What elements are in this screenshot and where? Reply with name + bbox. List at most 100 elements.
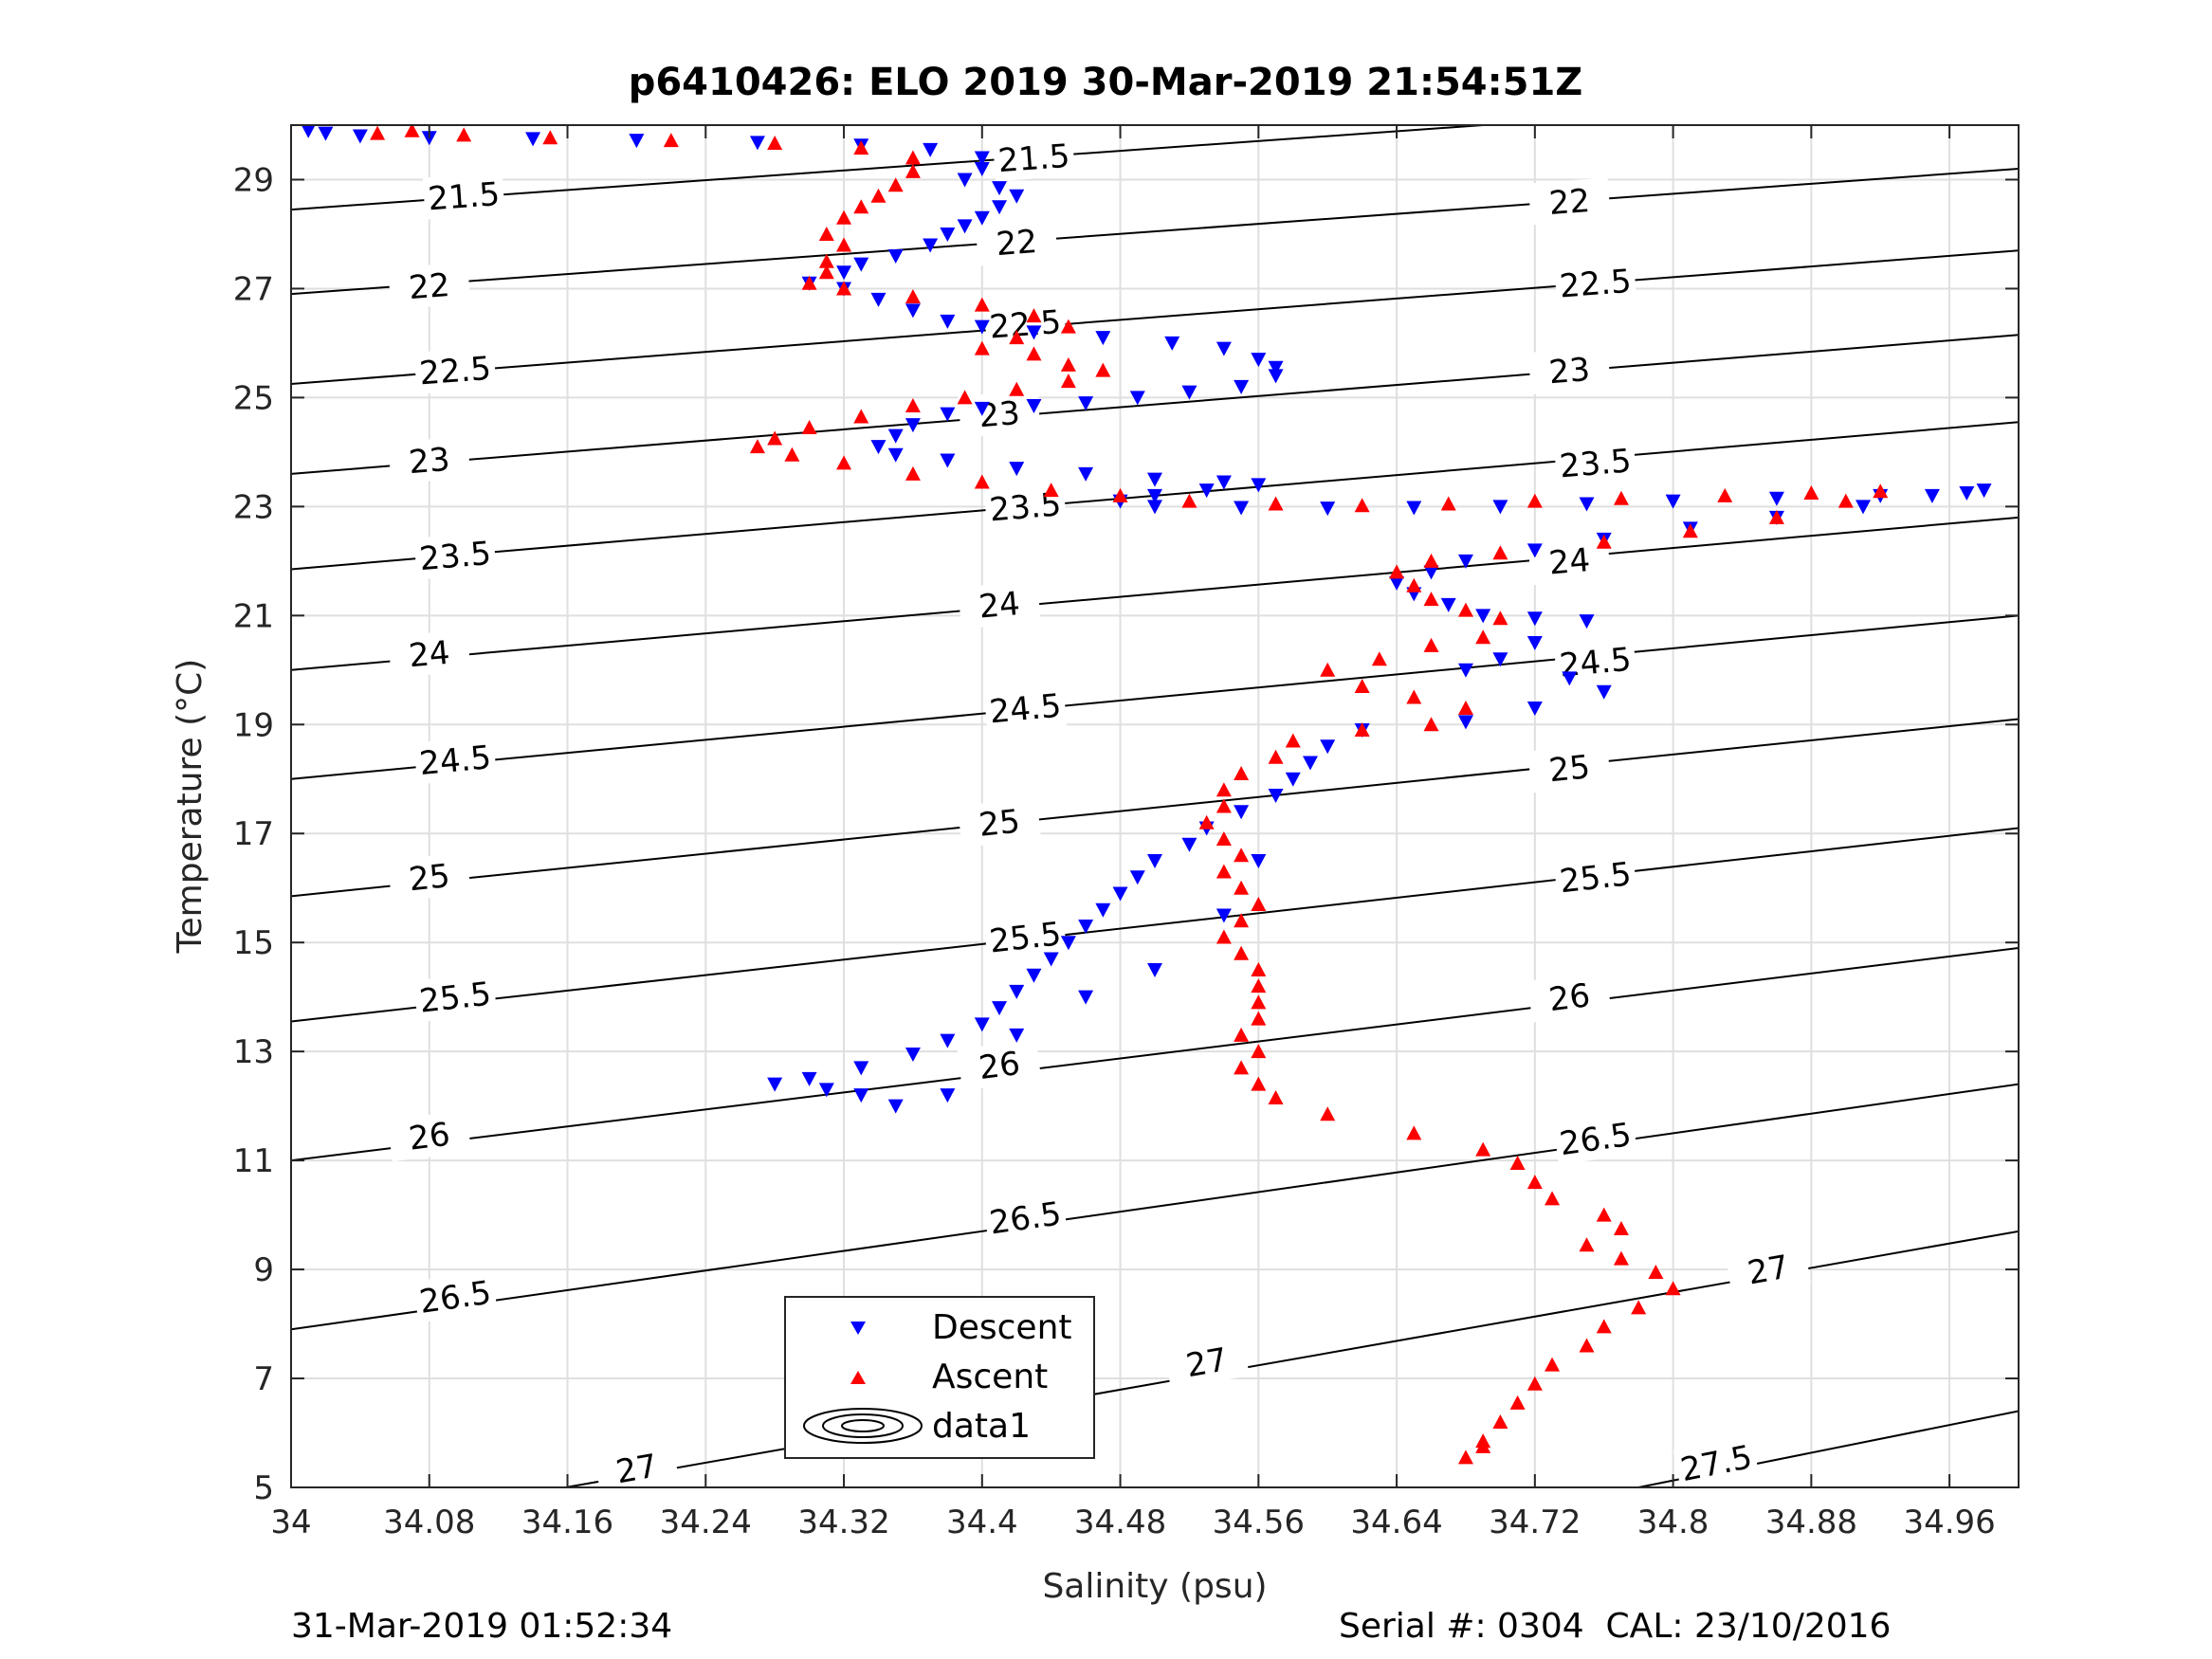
isopycnal-25.5 [291, 827, 2019, 1023]
x-tick-label: 34.32 [797, 1504, 889, 1541]
descent-point [1475, 609, 1491, 624]
ascent-point [1234, 913, 1250, 928]
descent-point [905, 1048, 921, 1063]
x-tick-label: 34.96 [1903, 1504, 1995, 1541]
ascent-point [1234, 848, 1250, 863]
ascent-point [370, 125, 386, 140]
ascent-point [1009, 381, 1025, 396]
contour-label-bg [975, 218, 1058, 266]
ascent-point [957, 390, 973, 405]
y-tick-label: 19 [233, 706, 274, 744]
descent-point [957, 219, 973, 234]
descent-point [352, 129, 368, 144]
ascent-point [905, 289, 921, 304]
ascent-point [1234, 880, 1250, 895]
contour-label-bg [412, 1270, 498, 1323]
descent-point [1060, 936, 1076, 951]
descent-point [940, 453, 956, 468]
contour-label-23: 23 [978, 394, 1021, 435]
contour-label-22: 22 [995, 223, 1038, 264]
descent-point [629, 134, 645, 149]
x-tick-label: 34 [270, 1504, 311, 1541]
y-tick-label: 5 [253, 1469, 274, 1507]
ascent-point [905, 398, 921, 413]
x-tick-label: 34.24 [660, 1504, 752, 1541]
ascent-point [1837, 493, 1854, 508]
contour-label-bg [413, 346, 497, 394]
ascent-point [1596, 1207, 1612, 1222]
descent-point [749, 136, 765, 151]
ascent-point [1631, 1300, 1647, 1315]
descent-point [887, 428, 904, 444]
ascent-point [1095, 362, 1111, 377]
contour-label-25.5: 25.5 [1558, 855, 1634, 901]
descent-point [1320, 739, 1336, 755]
legend-box [784, 1296, 1095, 1459]
descent-point [1198, 483, 1215, 499]
ascent-point [1768, 509, 1784, 524]
ascent-point [1251, 994, 1267, 1010]
legend-marker-descent [850, 1322, 866, 1335]
ascent-point [1665, 1281, 1681, 1296]
descent-point [301, 125, 316, 138]
ascent-point [749, 439, 765, 454]
descent-point [887, 1099, 904, 1114]
y-axis-label: Temperature (°C) [171, 659, 210, 955]
descent-point [1009, 984, 1025, 999]
descent-point [974, 1017, 990, 1032]
descent-point [1009, 462, 1025, 477]
contour-label-bg [983, 911, 1068, 962]
ascent-point [1234, 766, 1250, 781]
descent-point [905, 418, 921, 433]
descent-point [1078, 919, 1094, 934]
legend-marker-ascent [850, 1371, 866, 1384]
descent-point [1959, 485, 1975, 501]
contour-label-bg [387, 1110, 472, 1162]
ascent-point [1648, 1264, 1664, 1279]
ascent-point [1423, 553, 1439, 568]
descent-point [1147, 488, 1162, 503]
ascent-point [905, 163, 921, 178]
x-tick-label: 34.8 [1637, 1504, 1709, 1541]
ascent-point [1526, 1376, 1543, 1391]
descent-point [1268, 360, 1284, 375]
ascent-point [1026, 308, 1042, 323]
ascent-point [853, 140, 869, 155]
contour-label-26: 26 [1546, 976, 1592, 1019]
descent-point [940, 314, 956, 329]
ascent-point [1251, 961, 1267, 976]
descent-point [974, 210, 990, 226]
descent-point [1009, 189, 1025, 204]
descent-point [1268, 369, 1284, 384]
ascent-point [1457, 701, 1473, 716]
ascent-point [1268, 496, 1284, 511]
descent-point [1078, 990, 1094, 1005]
descent-point [1856, 500, 1872, 515]
contour-label-22: 22 [408, 266, 451, 307]
descent-point [1234, 501, 1250, 516]
ascent-point [1251, 1044, 1267, 1059]
ascent-point [1320, 1106, 1336, 1121]
isopycnal-22.5 [291, 249, 2019, 386]
ascent-point [1354, 498, 1370, 513]
y-axis-ticks: 5 7 9 11 13 15 17 19 21 23 25 27 29 [233, 161, 2019, 1507]
descent-point [974, 319, 990, 335]
isopycnal-24 [291, 516, 2019, 671]
ascent-point [1251, 1076, 1267, 1091]
descent-point [1924, 488, 1940, 503]
descent-point [1268, 789, 1284, 804]
contour-label-25: 25 [407, 857, 451, 899]
ascent-point [1251, 978, 1267, 994]
x-tick-label: 34.72 [1489, 1504, 1581, 1541]
descent-point [1078, 396, 1094, 411]
ascent-point [1389, 564, 1405, 579]
ascent-point [1112, 487, 1128, 502]
descent-point [1526, 636, 1543, 651]
ascent-point [1406, 577, 1422, 592]
ascent-point [836, 237, 852, 252]
ascent-point [1475, 1438, 1491, 1453]
ascent-point [905, 465, 921, 481]
y-tick-label: 15 [233, 924, 274, 962]
y-tick-label: 29 [233, 161, 274, 199]
contour-label-22: 22 [1547, 182, 1591, 223]
